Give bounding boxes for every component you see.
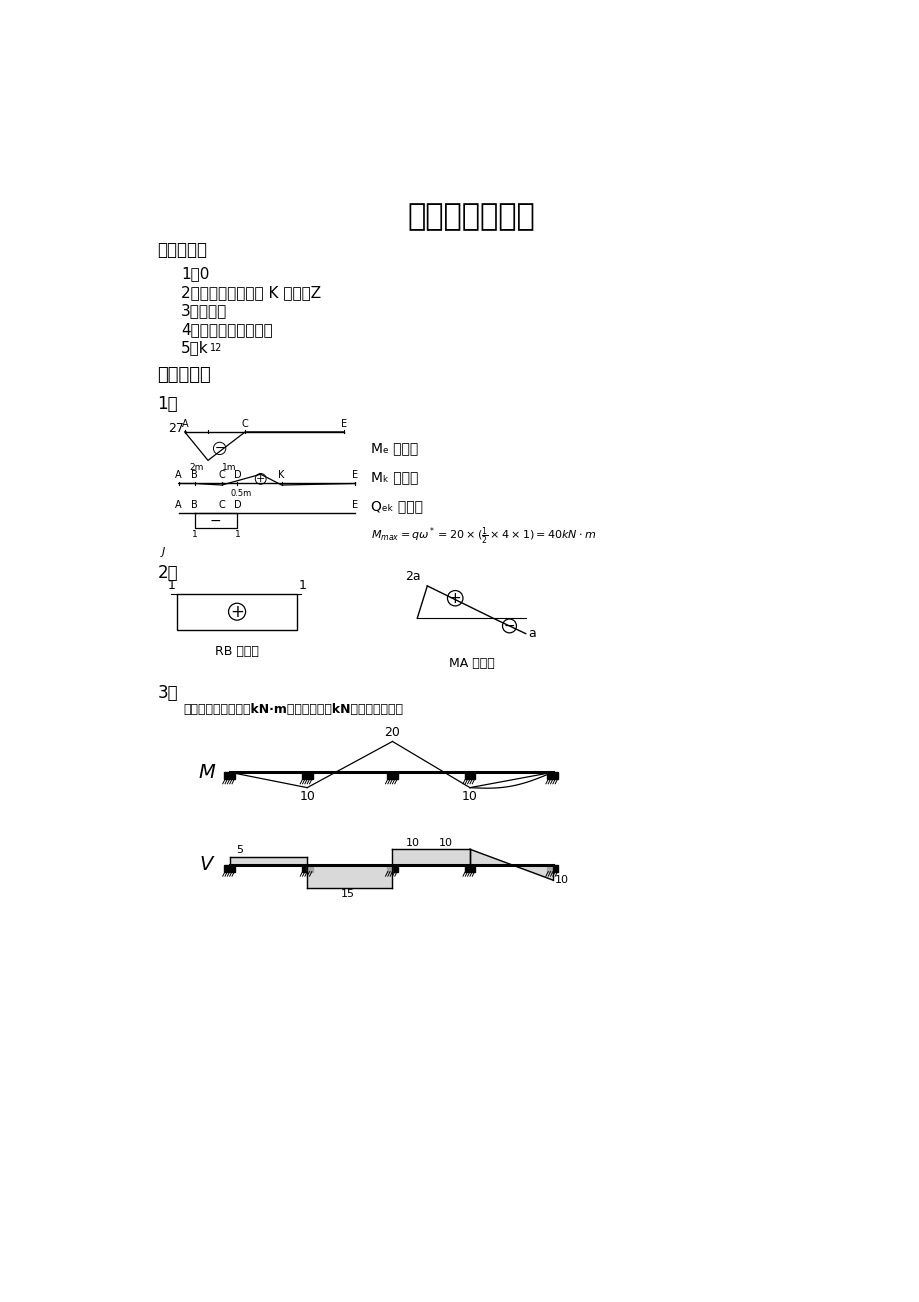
Bar: [224, 772, 235, 779]
Text: 3：: 3：: [157, 684, 178, 702]
Text: RB 影响线: RB 影响线: [215, 646, 259, 659]
Text: +: +: [230, 603, 244, 621]
Text: Mₑ 影响线: Mₑ 影响线: [370, 441, 417, 456]
Bar: [547, 772, 558, 779]
Text: +: +: [448, 591, 461, 605]
Text: 1m: 1m: [222, 462, 237, 471]
Text: −: −: [503, 618, 515, 633]
Bar: [547, 865, 558, 871]
Text: V: V: [199, 855, 213, 874]
Text: 10: 10: [405, 837, 419, 848]
Text: B: B: [191, 470, 198, 480]
Text: 2：单位荷载移动到 K 点时，Z: 2：单位荷载移动到 K 点时，Z: [181, 285, 321, 299]
Text: MA 影响线: MA 影响线: [448, 656, 494, 669]
Text: D: D: [233, 470, 241, 480]
Text: 10: 10: [299, 790, 315, 803]
Bar: [224, 865, 235, 871]
Text: E: E: [352, 500, 357, 509]
Text: 1: 1: [167, 579, 176, 592]
Text: 1：: 1：: [157, 395, 178, 413]
Text: J: J: [162, 547, 165, 557]
Text: 3：主振型: 3：主振型: [181, 303, 227, 318]
Bar: [176, 594, 297, 630]
Text: Mₖ 影响线: Mₖ 影响线: [370, 470, 417, 484]
Text: 10: 10: [461, 790, 477, 803]
Text: +: +: [255, 474, 265, 484]
Bar: [387, 865, 397, 871]
Text: 1: 1: [299, 579, 306, 592]
Text: 20: 20: [384, 727, 400, 740]
Text: −: −: [214, 441, 224, 454]
Text: 27.: 27.: [167, 422, 187, 435]
Text: −: −: [210, 513, 221, 527]
Text: 10: 10: [554, 875, 569, 885]
Bar: [464, 772, 475, 779]
Text: E: E: [340, 419, 346, 428]
Text: 参考答案：弯矩图（kN·m）、剪力图（kN）如下图所示：: 参考答案：弯矩图（kN·m）、剪力图（kN）如下图所示：: [183, 703, 403, 716]
Bar: [464, 865, 475, 871]
Text: 1：0: 1：0: [181, 267, 209, 281]
Text: B: B: [191, 500, 198, 509]
Text: a: a: [528, 628, 535, 641]
Text: 5：k: 5：k: [181, 340, 209, 355]
Text: 12: 12: [210, 344, 222, 353]
Bar: [387, 772, 397, 779]
Text: 15: 15: [340, 889, 354, 900]
Text: A: A: [181, 419, 187, 428]
Text: 0.5m: 0.5m: [231, 488, 252, 497]
Text: Qₑₖ 影响线: Qₑₖ 影响线: [370, 500, 423, 514]
Text: 5: 5: [235, 845, 243, 855]
Text: K: K: [278, 470, 285, 480]
Text: C: C: [219, 500, 225, 509]
Text: 2m: 2m: [189, 462, 203, 471]
Text: $M_{max}=q\omega^*=20\times(\frac{1}{2}\times 4\times 1)=40kN\cdot m$: $M_{max}=q\omega^*=20\times(\frac{1}{2}\…: [370, 526, 596, 547]
Text: A: A: [175, 470, 182, 480]
Text: M: M: [198, 763, 215, 781]
Text: 二、作图题: 二、作图题: [157, 366, 211, 384]
Text: 2a: 2a: [405, 570, 421, 583]
Text: 一、填空题: 一、填空题: [157, 241, 208, 259]
Text: C: C: [219, 470, 225, 480]
Bar: [301, 772, 312, 779]
Text: 1: 1: [192, 530, 198, 539]
Text: 10: 10: [438, 837, 452, 848]
Text: 2：: 2：: [157, 564, 178, 582]
Text: 结构力学第三次: 结构力学第三次: [407, 202, 535, 232]
Text: 1: 1: [234, 530, 240, 539]
Text: 4：所要求的广义位移: 4：所要求的广义位移: [181, 322, 272, 337]
Text: D: D: [233, 500, 241, 509]
Text: E: E: [352, 470, 357, 480]
Text: C: C: [242, 419, 248, 428]
Text: A: A: [175, 500, 182, 509]
Bar: [301, 865, 312, 871]
